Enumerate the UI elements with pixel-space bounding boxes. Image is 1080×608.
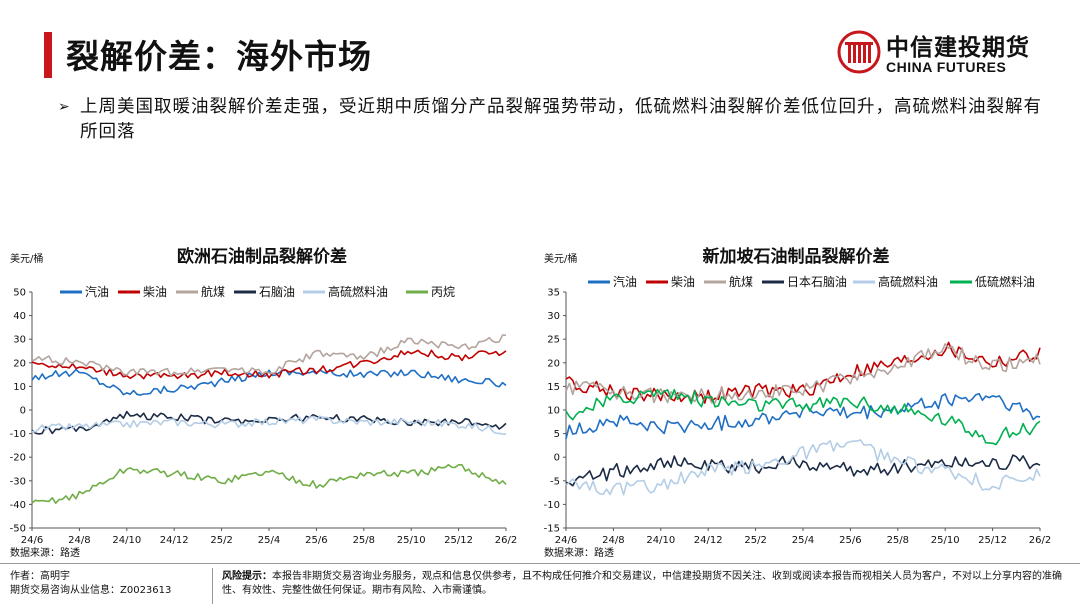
risk-disclaimer: 风险提示：本报告非期货交易咨询业务服务，观点和信息仅供参考，且不构成任何推介和交… <box>222 570 1072 598</box>
y-tick-label: -5 <box>550 476 560 487</box>
x-tick-label: 24/8 <box>602 535 624 546</box>
x-tick-label: 24/12 <box>694 535 723 546</box>
x-tick-label: 24/8 <box>68 535 90 546</box>
x-tick-label: 24/6 <box>21 535 43 546</box>
series-line <box>31 349 507 380</box>
x-tick-label: 25/2 <box>210 535 232 546</box>
series-line <box>565 388 1041 446</box>
x-tick-label: 25/10 <box>931 535 960 546</box>
chart-svg: 欧洲石油制品裂解价差 美元/桶 50 40 30 20 10 0 -10 -20 -30 -40 -50… <box>10 246 518 559</box>
series-line <box>31 334 507 377</box>
y-tick-label: 35 <box>547 288 560 299</box>
x-tick-label: 25/12 <box>978 535 1007 546</box>
source-note: 数据来源：路透 <box>10 546 80 559</box>
risk-text: 本报告非期货交易咨询业务服务，观点和信息仅供参考，且不构成任何推介和交易建议，中… <box>222 571 1062 596</box>
x-tick-label: 25/6 <box>305 535 327 546</box>
unit-label: 美元/桶 <box>544 252 577 265</box>
legend-label: 低硫燃料油 <box>975 274 1035 289</box>
citic-logo-icon <box>837 30 881 74</box>
y-tick-label: 20 <box>547 358 560 369</box>
legend-label: 丙烷 <box>431 285 455 299</box>
x-tick-label: 24/10 <box>112 535 141 546</box>
chart-svg: 新加坡石油制品裂解价差美元/桶35302520151050-5-10-1524/… <box>544 246 1052 559</box>
x-tick-label: 25/8 <box>353 535 375 546</box>
x-tick-label: 26/2 <box>1029 535 1051 546</box>
x-tick-label: 25/4 <box>792 535 814 546</box>
x-tick-label: 24/10 <box>646 535 675 546</box>
y-tick-label: -40 <box>10 500 26 511</box>
legend-label: 高硫燃料油 <box>328 284 388 299</box>
x-tick-label: 25/4 <box>258 535 280 546</box>
title-accent-bar <box>44 32 52 78</box>
y-tick-label: 10 <box>13 382 26 393</box>
y-tick-label: 40 <box>13 311 26 322</box>
x-tick-label: 25/10 <box>397 535 426 546</box>
chart-title: 欧洲石油制品裂解价差 <box>177 246 347 267</box>
y-tick-label: 0 <box>20 406 26 417</box>
y-tick-label: 15 <box>547 382 560 393</box>
footer-separator <box>212 568 213 604</box>
legend-label: 柴油 <box>671 275 695 289</box>
author-info: 作者：高明宇 期货交易咨询从业信息：Z0023613 <box>10 570 171 598</box>
series-line <box>565 454 1041 487</box>
x-tick-label: 25/2 <box>744 535 766 546</box>
arrow-right-icon: ➢ <box>58 99 70 115</box>
y-tick-label: 50 <box>13 288 26 299</box>
legend-label: 柴油 <box>143 285 167 299</box>
series-line <box>565 343 1041 404</box>
x-tick-label: 24/6 <box>555 535 577 546</box>
y-tick-label: -10 <box>544 500 560 511</box>
legend-label: 航煤 <box>201 284 225 299</box>
y-tick-label: -15 <box>544 524 560 535</box>
series-line <box>31 368 507 396</box>
y-tick-label: 10 <box>547 406 560 417</box>
summary-bullet: 上周美国取暖油裂解价差走强，受近期中质馏分产品裂解强势带动，低硫燃料油裂解价差低… <box>80 97 1042 142</box>
singapore-crack-spread-chart: 新加坡石油制品裂解价差 美元/桶 35 30 25 20 15 10 5 0 -5 -10 -15 24/… <box>540 238 1052 562</box>
series-line <box>31 463 507 505</box>
legend-label: 汽油 <box>613 274 637 289</box>
y-tick-label: -20 <box>10 453 26 464</box>
y-tick-label: -30 <box>10 476 26 487</box>
series-line <box>31 415 506 435</box>
x-tick-label: 24/12 <box>160 535 189 546</box>
author-line: 作者：高明宇 <box>10 571 70 582</box>
x-tick-label: 25/6 <box>839 535 861 546</box>
x-tick-label: 25/8 <box>887 535 909 546</box>
europe-crack-spread-chart: 欧洲石油制品裂解价差 美元/桶 50 40 30 20 10 0 -10 -20 -30 -40 -50… <box>6 238 518 562</box>
legend-label: 航煤 <box>729 274 753 289</box>
source-note: 数据来源：路透 <box>544 546 614 559</box>
logo-text-cn: 中信建投期货 <box>886 35 1030 61</box>
x-tick-label: 25/12 <box>444 535 473 546</box>
footer-divider <box>0 563 1080 564</box>
legend-label: 高硫燃料油 <box>878 274 938 289</box>
page-title: 裂解价差：海外市场 <box>66 37 372 76</box>
y-tick-label: 30 <box>13 335 26 346</box>
legend-label: 石脑油 <box>259 285 295 299</box>
chart-title: 新加坡石油制品裂解价差 <box>703 246 890 267</box>
y-tick-label: 0 <box>554 453 560 464</box>
company-logo: 中信建投期货 CHINA FUTURES <box>836 27 1046 77</box>
risk-label: 风险提示： <box>222 571 272 582</box>
legend-label: 日本石脑油 <box>787 275 847 289</box>
y-tick-label: 30 <box>547 311 560 322</box>
series-line <box>565 439 1041 496</box>
y-tick-label: -10 <box>10 429 26 440</box>
license-line: 期货交易咨询从业信息：Z0023613 <box>10 585 172 596</box>
unit-label: 美元/桶 <box>10 252 43 265</box>
series-line <box>565 341 1041 404</box>
x-tick-label: 26/2 <box>495 535 517 546</box>
legend-label: 汽油 <box>85 284 109 299</box>
y-tick-label: 25 <box>547 335 560 346</box>
y-tick-label: -50 <box>10 524 26 535</box>
logo-text-en: CHINA FUTURES <box>886 59 1007 75</box>
y-tick-label: 5 <box>554 429 560 440</box>
y-tick-label: 20 <box>13 358 26 369</box>
